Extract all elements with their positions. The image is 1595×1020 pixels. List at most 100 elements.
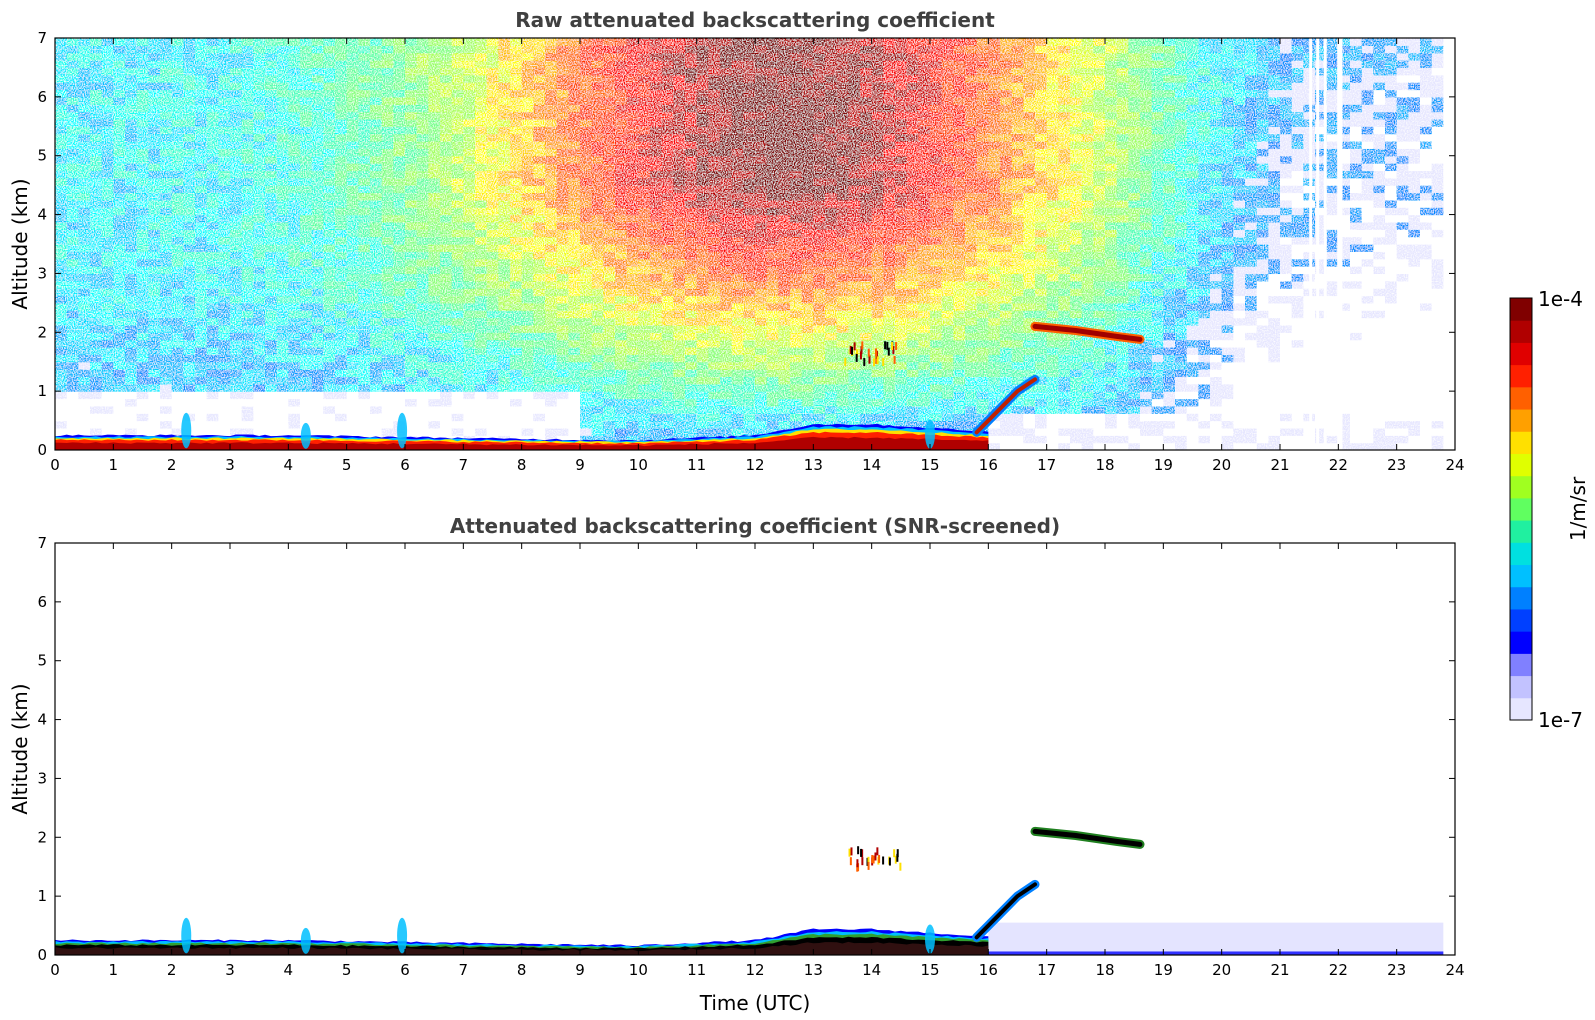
- raw-cell: [778, 258, 791, 267]
- raw-cell: [55, 383, 68, 392]
- raw-cell: [650, 302, 663, 311]
- raw-cell: [335, 133, 348, 142]
- raw-cell: [825, 89, 838, 98]
- raw-cell: [906, 111, 919, 120]
- raw-cell: [720, 244, 733, 252]
- raw-cell: [230, 104, 243, 113]
- raw-cell: [195, 288, 208, 297]
- raw-cell: [195, 82, 208, 91]
- raw-cell: [440, 45, 453, 54]
- raw-cell: [125, 229, 138, 238]
- raw-cell: [381, 288, 394, 297]
- raw-cell: [790, 141, 803, 149]
- raw-cell: [1046, 273, 1059, 282]
- raw-cell: [615, 82, 628, 91]
- raw-cell: [836, 339, 849, 348]
- raw-cell: [311, 126, 324, 135]
- raw-cell: [78, 214, 91, 223]
- raw-cell: [428, 96, 441, 105]
- raw-cell: [685, 405, 698, 414]
- raw-cell: [475, 126, 488, 135]
- raw-cell: [276, 310, 289, 319]
- raw-cell: [381, 38, 394, 46]
- raw-cell: [346, 369, 359, 378]
- raw-cell: [218, 199, 231, 208]
- raw-cell: [148, 163, 161, 172]
- raw-cell: [265, 383, 278, 392]
- raw-cell: [55, 126, 68, 135]
- raw-cell: [230, 192, 243, 201]
- raw-cell: [183, 251, 196, 260]
- raw-cell: [696, 376, 709, 385]
- raw-cell: [953, 332, 966, 341]
- raw-cell: [288, 427, 301, 436]
- raw-cell: [556, 295, 569, 304]
- raw-cell: [253, 347, 266, 355]
- raw-cell: [650, 251, 663, 260]
- raw-cell: [171, 148, 184, 157]
- raw-cell: [230, 266, 243, 275]
- raw-cell: [1058, 391, 1071, 400]
- raw-cell: [276, 332, 289, 341]
- raw-cell: [696, 96, 709, 105]
- raw-cell: [521, 177, 534, 186]
- raw-cell: [393, 354, 406, 363]
- raw-cell: [346, 177, 359, 186]
- raw-cell: [743, 96, 756, 105]
- raw-cell: [930, 177, 943, 186]
- raw-cell: [335, 369, 348, 378]
- raw-cell: [1035, 52, 1048, 61]
- raw-cell: [1035, 89, 1048, 98]
- raw-cell: [1081, 74, 1094, 83]
- raw-cell: [510, 391, 523, 400]
- raw-cell: [731, 96, 744, 105]
- raw-cell: [183, 163, 196, 172]
- raw-cell: [895, 339, 908, 348]
- raw-cell: [685, 82, 698, 91]
- raw-cell: [428, 207, 441, 216]
- raw-cell: [883, 133, 896, 142]
- raw-cell: [930, 89, 943, 98]
- raw-cell: [358, 45, 371, 54]
- raw-cell: [941, 82, 954, 91]
- raw-cell: [801, 38, 814, 46]
- raw-cell: [731, 126, 744, 135]
- raw-cell: [451, 207, 464, 216]
- raw-cell: [778, 111, 791, 120]
- raw-cell: [381, 376, 394, 385]
- raw-cell: [556, 435, 569, 444]
- raw-cell: [405, 141, 418, 149]
- raw-cell: [66, 354, 79, 363]
- raw-cell: [778, 192, 791, 201]
- raw-cell: [265, 273, 278, 282]
- raw-cell: [346, 413, 359, 422]
- raw-cell: [148, 141, 161, 149]
- raw-cell: [125, 118, 138, 127]
- raw-cell: [428, 332, 441, 341]
- raw-cell: [650, 354, 663, 363]
- raw-cell: [253, 96, 266, 105]
- raw-cell: [241, 251, 254, 260]
- raw-cell: [953, 383, 966, 392]
- raw-cell: [918, 339, 931, 348]
- raw-cell: [825, 192, 838, 201]
- raw-cell: [136, 229, 149, 238]
- raw-cell: [265, 141, 278, 149]
- raw-cell: [346, 427, 359, 436]
- raw-cell: [1081, 266, 1094, 275]
- raw-cell: [790, 273, 803, 282]
- raw-cell: [510, 82, 523, 91]
- raw-cell: [906, 398, 919, 407]
- raw-cell: [871, 214, 884, 223]
- raw-cell: [825, 170, 838, 179]
- raw-cell: [451, 273, 464, 282]
- raw-cell: [136, 141, 149, 149]
- raw-cell: [195, 266, 208, 275]
- raw-cell: [580, 148, 593, 157]
- raw-cell: [370, 251, 383, 260]
- raw-cell: [311, 251, 324, 260]
- raw-cell: [148, 126, 161, 135]
- raw-cell: [743, 236, 756, 245]
- raw-cell: [463, 376, 476, 385]
- raw-cell: [521, 273, 534, 282]
